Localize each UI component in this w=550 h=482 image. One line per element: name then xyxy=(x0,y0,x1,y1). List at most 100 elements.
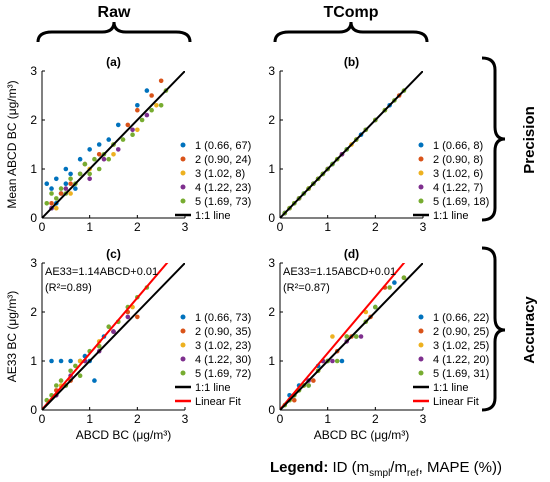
x-tick-label: 3 xyxy=(182,412,189,426)
legend-caption-end: , MAPE (%)) xyxy=(419,459,502,476)
brace-raw xyxy=(36,21,192,43)
legend-label: 3 (1.02, 25) xyxy=(433,340,489,352)
point-series-1 xyxy=(68,358,73,364)
point-series-1 xyxy=(73,186,78,191)
legend-label: 3 (1.02, 23) xyxy=(195,340,251,352)
point-series-4 xyxy=(63,186,69,191)
point-series-2 xyxy=(292,397,297,403)
point-series-2 xyxy=(135,107,140,113)
legend-label: 2 (0.90, 24) xyxy=(195,154,251,166)
point-series-1 xyxy=(115,122,121,128)
legend-label: 2 (0.90, 8) xyxy=(433,154,483,166)
legend-marker xyxy=(180,170,186,176)
point-series-5 xyxy=(44,201,50,206)
point-series-4 xyxy=(125,314,131,320)
legend-label: Linear Fit xyxy=(433,396,479,408)
legend-marker xyxy=(418,184,424,190)
point-series-3 xyxy=(54,205,59,211)
point-series-4 xyxy=(115,147,121,152)
point-series-5 xyxy=(92,156,97,162)
x-tick-label: 2 xyxy=(372,412,379,426)
point-series-5 xyxy=(139,117,145,123)
y-tick-label: 0 xyxy=(30,211,37,225)
point-series-5 xyxy=(106,324,112,330)
y-axis-label: Mean ABCD BC (μg/m³) xyxy=(5,80,19,208)
point-series-5 xyxy=(158,103,164,108)
point-series-1 xyxy=(44,181,50,186)
point-series-4 xyxy=(330,358,335,364)
point-series-5 xyxy=(353,334,359,339)
point-series-2 xyxy=(58,191,64,196)
point-series-1 xyxy=(63,181,69,186)
column-header-tcomp: TComp xyxy=(323,4,378,21)
x-axis-label: ABCD BC (μg/m³) xyxy=(76,428,172,442)
legend-label: 1 (0.66, 22) xyxy=(433,312,489,324)
point-series-1 xyxy=(63,166,69,172)
one-to-one-line xyxy=(280,71,423,218)
x-tick-label: 2 xyxy=(134,220,141,234)
legend-label: 1 (0.66, 67) xyxy=(195,140,251,152)
point-series-1 xyxy=(96,142,102,147)
x-tick-label: 1 xyxy=(86,220,93,234)
point-series-5 xyxy=(49,191,54,196)
panels: (a) 0 1 2 3 0 1 2 3 Mean ABCD BC (μg/m³) 1 (0.66, … xyxy=(5,55,489,442)
y-tick-label: 1 xyxy=(30,162,37,176)
linear-fit-line xyxy=(280,263,406,410)
brace-tcomp xyxy=(273,21,429,43)
scatter-points xyxy=(44,78,169,211)
x-axis-label: ABCD BC (μg/m³) xyxy=(314,428,410,442)
x-tick-label: 3 xyxy=(182,220,189,234)
point-series-5 xyxy=(96,166,102,172)
y-tick-label: 3 xyxy=(268,256,275,270)
x-tick-label: 3 xyxy=(420,412,427,426)
x-tick-label: 0 xyxy=(39,220,46,234)
legend-marker xyxy=(418,198,424,204)
r-squared: (R²=0.89) xyxy=(45,282,92,294)
legend-label: 5 (1.69, 72) xyxy=(195,368,251,380)
one-to-one-line xyxy=(42,263,185,410)
x-tick-label: 0 xyxy=(277,412,284,426)
point-series-4 xyxy=(101,156,107,162)
panel-2: (c) 0 1 2 3 0 1 2 3 AE33 BC (μg/m³) ABCD BC (μg/m³… xyxy=(5,247,251,442)
y-tick-label: 2 xyxy=(30,305,37,319)
point-series-4 xyxy=(358,334,364,339)
y-tick-label: 0 xyxy=(268,211,275,225)
legend-marker xyxy=(180,356,186,362)
point-series-3 xyxy=(154,103,159,108)
legend-label: 4 (1.22, 30) xyxy=(195,354,251,366)
brace-precision xyxy=(481,56,506,222)
point-series-2 xyxy=(149,93,154,98)
legend-label: 3 (1.02, 8) xyxy=(195,168,245,180)
legend-marker xyxy=(418,356,424,362)
point-series-1 xyxy=(106,137,112,142)
legend-marker xyxy=(180,370,186,376)
fit-equation: AE33=1.14ABCD+0.01 xyxy=(45,266,158,278)
point-series-5 xyxy=(306,383,311,388)
point-series-1 xyxy=(339,358,345,364)
point-series-1 xyxy=(144,88,150,93)
point-series-1 xyxy=(392,280,397,285)
point-series-5 xyxy=(54,196,59,201)
legend-label: 5 (1.69, 73) xyxy=(195,196,251,208)
column-header-raw: Raw xyxy=(98,4,131,21)
point-series-5 xyxy=(77,171,83,177)
legend-marker xyxy=(180,328,186,334)
panel-label: (c) xyxy=(106,247,121,261)
y-tick-label: 3 xyxy=(30,256,37,270)
fit-equation: AE33=1.15ABCD+0.01 xyxy=(283,266,396,278)
legend-label: 3 (1.02, 6) xyxy=(433,168,483,180)
point-series-3 xyxy=(135,127,140,133)
one-to-one-line xyxy=(42,71,185,218)
x-tick-label: 0 xyxy=(39,412,46,426)
point-series-5 xyxy=(77,373,83,379)
legend-label: 4 (1.22, 7) xyxy=(433,182,483,194)
legend-label: 5 (1.69, 31) xyxy=(433,368,489,380)
legend-label: 1:1 line xyxy=(433,382,468,394)
y-tick-label: 1 xyxy=(30,354,37,368)
x-tick-label: 1 xyxy=(324,220,331,234)
y-tick-label: 3 xyxy=(268,64,275,78)
legend-label: 2 (0.90, 25) xyxy=(433,326,489,338)
panel-label: (b) xyxy=(344,55,359,69)
x-tick-label: 1 xyxy=(86,412,93,426)
